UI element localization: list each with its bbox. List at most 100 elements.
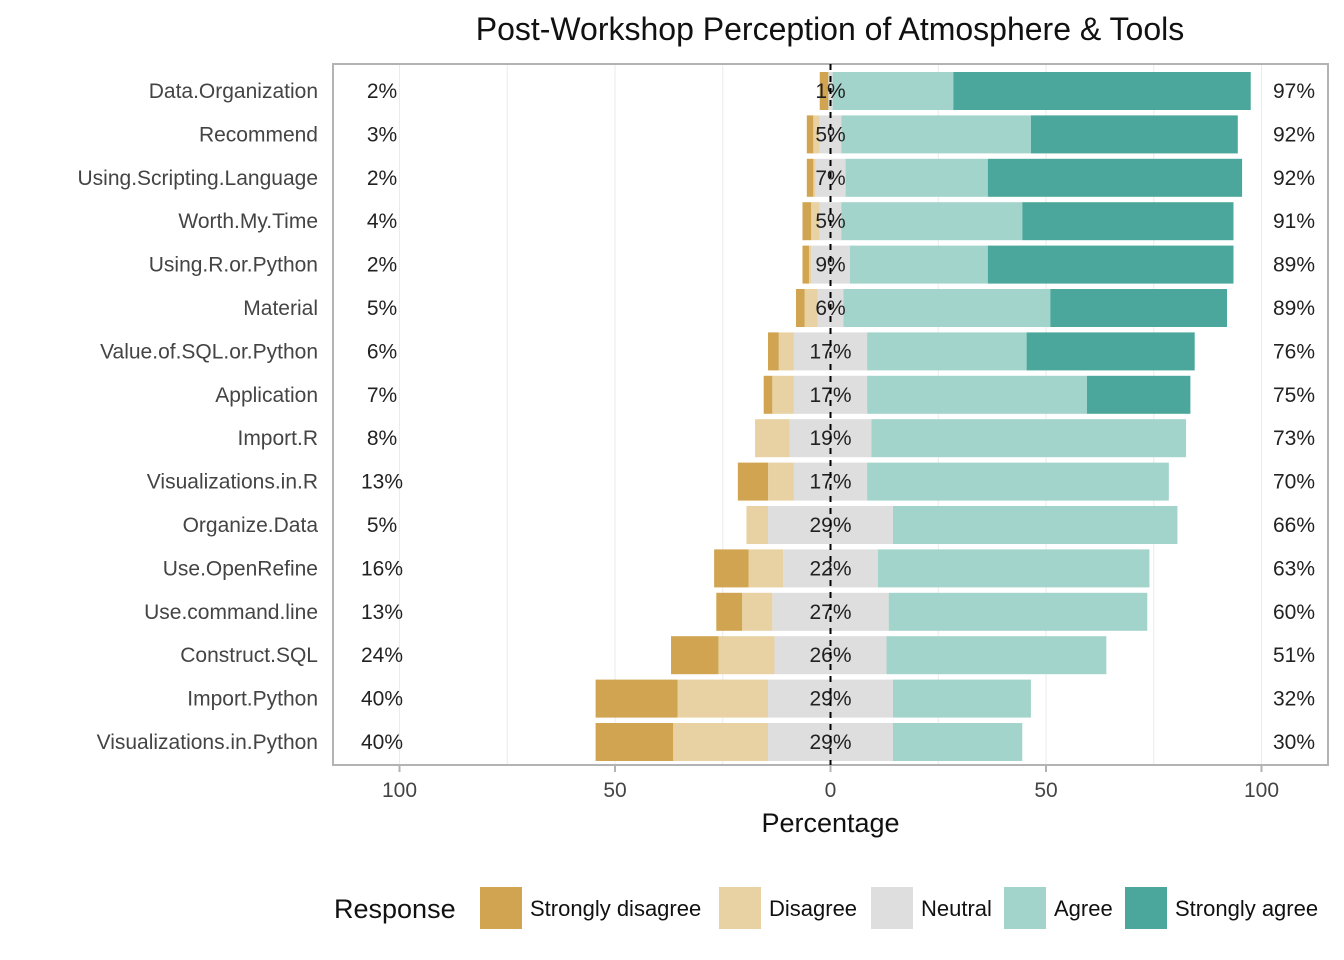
y-tick-label: Worth.My.Time (178, 210, 318, 233)
y-tick-label: Data.Organization (149, 80, 318, 103)
legend-title: Response (334, 894, 456, 924)
bar-strongly-disagree (763, 375, 773, 414)
y-tick-label: Material (243, 297, 318, 320)
legend-label-strongly-disagree: Strongly disagree (530, 896, 701, 921)
bar-agree (867, 462, 1169, 501)
right-percent-label: 70% (1273, 471, 1315, 494)
y-tick-label: Visualizations.in.R (147, 471, 318, 494)
right-percent-label: 97% (1273, 80, 1315, 103)
bar-agree (841, 115, 1031, 154)
left-percent-label: 7% (367, 384, 397, 407)
legend-label-strongly-agree: Strongly agree (1175, 896, 1318, 921)
y-tick-label: Organize.Data (183, 514, 319, 537)
y-tick-label: Construct.SQL (180, 644, 318, 667)
left-percent-label: 5% (367, 297, 397, 320)
bar-agree (886, 636, 1107, 675)
left-percent-label: 3% (367, 123, 397, 146)
left-percent-label: 40% (361, 688, 403, 711)
bar-agree (867, 332, 1027, 371)
bar-strongly-agree (1022, 202, 1234, 241)
bar-neutral (768, 679, 893, 718)
center-percent-label: 5% (815, 123, 845, 146)
right-percent-label: 89% (1273, 297, 1315, 320)
left-percent-label: 13% (361, 471, 403, 494)
bar-agree (841, 202, 1023, 241)
y-tick-label: Visualizations.in.Python (97, 731, 318, 754)
bar-agree (892, 506, 1178, 544)
right-percent-label: 92% (1273, 167, 1315, 190)
left-percent-label: 4% (367, 210, 397, 233)
bar-disagree (718, 636, 775, 675)
right-percent-label: 75% (1273, 384, 1315, 407)
bar-disagree (813, 158, 816, 197)
right-percent-label: 66% (1273, 514, 1315, 537)
left-percent-label: 2% (367, 80, 397, 103)
x-axis-title: Percentage (761, 808, 899, 838)
x-axis: 100 50 0 50 100 (382, 765, 1279, 802)
bars-layer (595, 72, 1251, 761)
bar-disagree (677, 679, 769, 718)
y-tick-label: Import.Python (187, 688, 318, 711)
bar-disagree (811, 202, 820, 241)
legend-swatch-neutral (871, 887, 913, 929)
bar-strongly-disagree (714, 549, 749, 588)
x-tick-label: 50 (603, 779, 626, 802)
bar-disagree (813, 115, 820, 154)
bar-strongly-disagree (737, 462, 769, 501)
center-percent-label: 17% (809, 340, 851, 363)
bar-neutral (811, 245, 850, 284)
bar-agree (892, 723, 1023, 761)
bar-agree (849, 245, 988, 284)
bar-strongly-disagree (806, 158, 814, 197)
left-percent-label: 8% (367, 427, 397, 450)
legend-swatch-disagree (719, 887, 761, 929)
right-percent-label: 30% (1273, 731, 1315, 754)
right-percent-label: 73% (1273, 427, 1315, 450)
center-percent-label: 7% (815, 167, 845, 190)
legend: Response Strongly disagree Disagree Neutra… (334, 887, 1318, 929)
left-percent-label: 16% (361, 557, 403, 580)
x-tick-label: 100 (1244, 779, 1279, 802)
bar-agree (867, 375, 1087, 414)
bar-strongly-agree (1086, 375, 1191, 414)
legend-swatch-strongly-disagree (480, 887, 522, 929)
bar-disagree (804, 289, 818, 327)
bar-neutral (819, 115, 842, 154)
bar-agree (877, 549, 1150, 588)
right-percent-label: 60% (1273, 601, 1315, 624)
right-percent-label: 76% (1273, 340, 1315, 363)
y-tick-label: Application (215, 384, 318, 407)
bar-strongly-disagree (671, 636, 719, 675)
bar-disagree (742, 592, 773, 631)
right-percent-label: 51% (1273, 644, 1315, 667)
x-tick-label: 0 (825, 779, 837, 802)
left-percent-label: 2% (367, 254, 397, 277)
left-percent-label: 13% (361, 601, 403, 624)
bar-strongly-agree (1030, 115, 1238, 154)
y-tick-label: Using.Scripting.Language (78, 167, 319, 190)
bar-agree (892, 679, 1031, 718)
x-tick-label: 100 (382, 779, 417, 802)
bar-disagree (768, 462, 794, 501)
center-percent-label: 9% (815, 254, 845, 277)
bar-neutral (793, 462, 868, 501)
bar-strongly-disagree (796, 289, 805, 327)
bar-agree (871, 419, 1187, 458)
bar-strongly-disagree (802, 202, 812, 241)
bar-agree (845, 158, 988, 197)
bar-strongly-agree (1050, 289, 1228, 327)
right-percent-label: 91% (1273, 210, 1315, 233)
legend-label-neutral: Neutral (921, 896, 992, 921)
bar-disagree (746, 506, 769, 544)
right-percent-label: 32% (1273, 688, 1315, 711)
bar-neutral (772, 592, 889, 631)
bar-disagree (673, 723, 769, 761)
bar-strongly-disagree (768, 332, 779, 371)
center-percent-label: 17% (809, 471, 851, 494)
left-percent-label: 24% (361, 644, 403, 667)
y-tick-label: Recommend (199, 123, 318, 146)
bar-strongly-disagree (806, 115, 814, 154)
bar-strongly-agree (1026, 332, 1195, 371)
left-percent-label: 6% (367, 340, 397, 363)
legend-label-disagree: Disagree (769, 896, 857, 921)
